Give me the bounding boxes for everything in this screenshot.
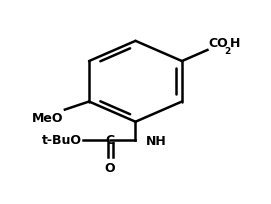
Text: CO: CO <box>209 37 228 50</box>
Text: MeO: MeO <box>32 111 64 124</box>
Text: C: C <box>105 134 115 147</box>
Text: 2: 2 <box>224 46 231 55</box>
Text: NH: NH <box>146 135 167 148</box>
Text: t-BuO: t-BuO <box>42 134 82 147</box>
Text: H: H <box>230 37 241 50</box>
Text: O: O <box>105 161 115 174</box>
